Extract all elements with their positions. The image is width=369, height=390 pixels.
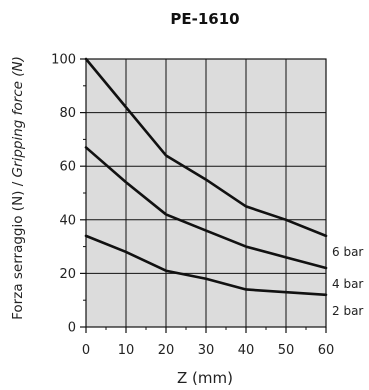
x-tick-label: 20 (158, 343, 175, 358)
x-tick-label: 60 (318, 343, 335, 358)
y-axis-label: Forza serraggio (N) / Gripping force (N) (10, 56, 26, 320)
y-tick-label: 80 (59, 106, 76, 121)
x-tick-label: 50 (278, 343, 295, 358)
series-label: 6 bar (332, 245, 363, 259)
y-tick-label: 0 (68, 321, 76, 336)
series-label: 2 bar (332, 304, 363, 318)
x-axis-label: Z (mm) (177, 369, 233, 387)
y-axis-label-english: Gripping force (N) (10, 56, 26, 177)
plot-area: 0 20 40 60 80 100 0 10 20 30 40 50 60 6 bar 4 bar 2 bar (51, 53, 363, 359)
x-tick-label: 10 (118, 343, 135, 358)
x-tick-label: 30 (198, 343, 215, 358)
y-axis-label-separator: / (10, 177, 26, 190)
y-tick-label: 20 (59, 267, 76, 282)
y-tick-label: 60 (59, 160, 76, 175)
x-tick-label: 40 (238, 343, 255, 358)
y-tick-label: 100 (51, 53, 76, 68)
x-tick-label: 0 (82, 343, 90, 358)
series-label: 4 bar (332, 277, 363, 291)
y-axis-label-italian: Forza serraggio (N) (10, 191, 26, 320)
y-tick-label: 40 (59, 213, 76, 228)
chart-title: PE-1610 (170, 10, 239, 28)
